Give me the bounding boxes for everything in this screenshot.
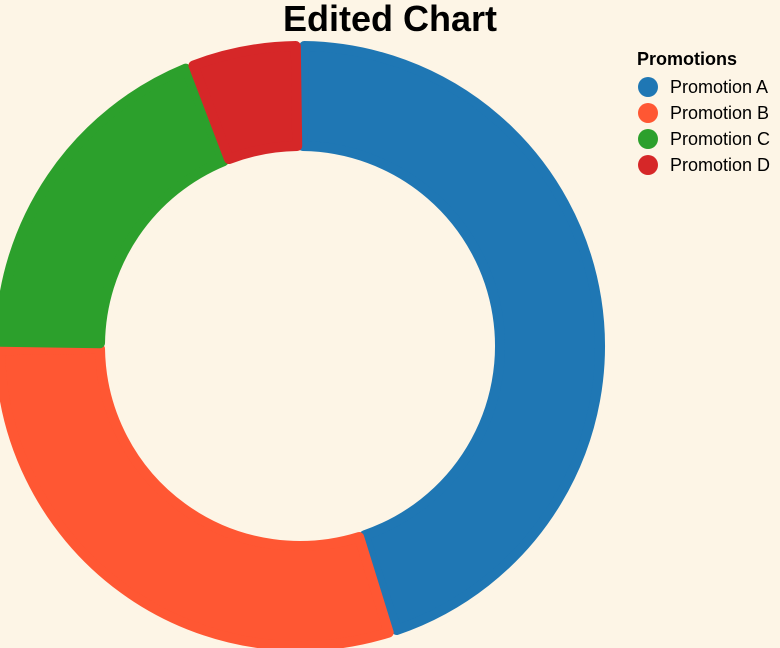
legend-label: Promotion B — [670, 102, 770, 123]
legend-title: Promotions — [637, 49, 738, 69]
slice-promotion-d[interactable] — [188, 41, 303, 165]
chart-title-text: Edited Chart — [282, 0, 497, 39]
legend-swatch — [638, 129, 658, 149]
slice-promotion-a[interactable] — [297, 41, 605, 635]
legend-item-promotion-b[interactable]: Promotion B — [637, 100, 770, 126]
legend-item-promotion-d[interactable]: Promotion D — [637, 152, 770, 178]
legend-item-promotion-a[interactable]: Promotion A — [637, 74, 770, 100]
legend-label: Promotion D — [670, 154, 771, 175]
legend-swatch — [638, 77, 658, 97]
slice-promotion-b[interactable] — [0, 343, 394, 648]
donut-slices — [0, 41, 605, 648]
legend-swatch — [638, 155, 658, 175]
chart-title: Edited Chart — [0, 0, 780, 40]
legend-swatch — [638, 103, 658, 123]
legend-item-promotion-c[interactable]: Promotion C — [637, 126, 770, 152]
legend: Promotions Promotion A Promotion B Promo… — [637, 49, 770, 178]
legend-label: Promotion C — [670, 128, 771, 149]
legend-label: Promotion A — [670, 76, 769, 97]
slice-promotion-c[interactable] — [0, 63, 229, 349]
